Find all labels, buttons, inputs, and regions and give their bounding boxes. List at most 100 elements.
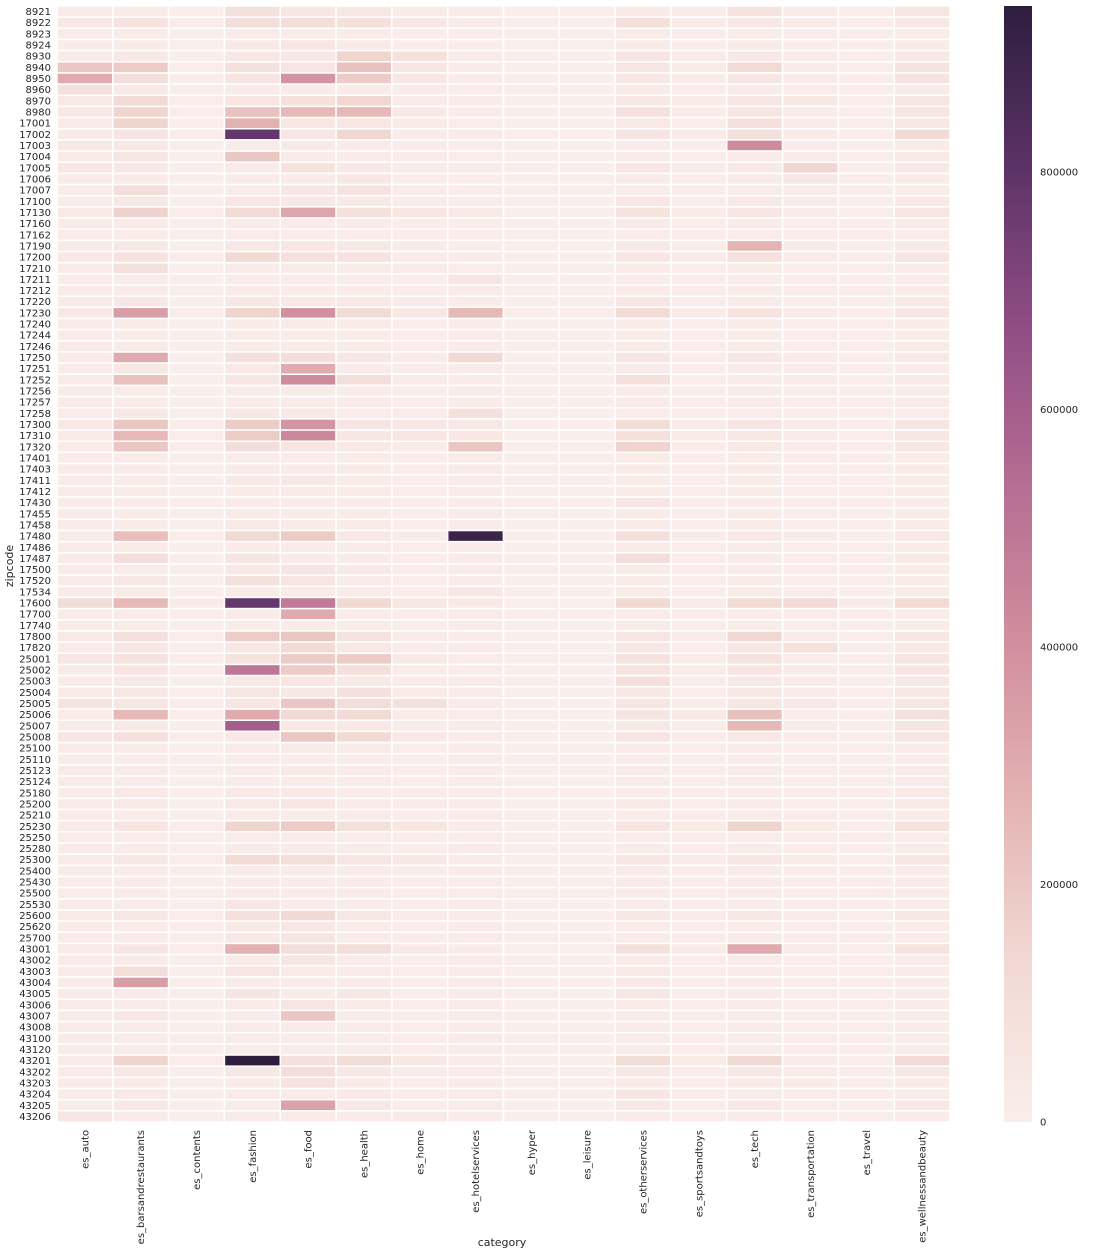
heatmap-cell <box>837 72 895 85</box>
heatmap-cell <box>726 239 784 253</box>
heatmap-cell <box>167 920 226 934</box>
heatmap-cell <box>614 440 672 454</box>
y-tick-label: 17300 <box>19 420 51 431</box>
heatmap-cell <box>558 585 616 599</box>
heatmap-cell <box>837 183 895 197</box>
heatmap-cell <box>391 328 449 342</box>
heatmap-cell <box>502 61 561 74</box>
heatmap-cell <box>279 373 337 387</box>
heatmap-cell <box>391 61 449 74</box>
heatmap-cell <box>112 898 170 911</box>
heatmap-cell <box>446 819 505 833</box>
heatmap-cell <box>502 976 561 989</box>
heatmap-cell <box>446 183 505 197</box>
heatmap-cell <box>223 540 281 554</box>
heatmap-cell <box>502 362 561 376</box>
y-tick-label: 43002 <box>19 956 51 967</box>
heatmap-cell <box>837 1098 895 1112</box>
heatmap-cell <box>837 674 895 688</box>
heatmap-cell <box>279 83 337 97</box>
heatmap-cell <box>558 686 616 699</box>
heatmap-cell <box>781 652 840 666</box>
heatmap-cell <box>670 819 728 833</box>
heatmap-cell <box>223 407 281 420</box>
heatmap-cell <box>893 730 951 744</box>
heatmap-cell <box>335 172 393 186</box>
heatmap-cell <box>837 429 895 442</box>
heatmap-cell <box>391 407 449 420</box>
x-tick-label: es_tech <box>750 1130 761 1168</box>
heatmap-cell <box>837 228 895 242</box>
heatmap-cell <box>446 1054 505 1067</box>
heatmap-cell <box>279 250 337 264</box>
heatmap-cell <box>167 752 226 766</box>
heatmap-cell <box>670 340 728 353</box>
heatmap-cell <box>391 362 449 376</box>
heatmap-cell <box>726 1087 784 1101</box>
heatmap-cell <box>335 418 393 431</box>
heatmap-cell <box>335 853 393 867</box>
heatmap-cell <box>614 641 672 655</box>
heatmap-cell <box>167 663 226 677</box>
heatmap-cell <box>781 819 840 833</box>
heatmap-cell <box>614 473 672 487</box>
heatmap-cell <box>614 942 672 956</box>
heatmap-cell <box>614 139 672 152</box>
heatmap-cell <box>726 1009 784 1023</box>
heatmap-cell <box>335 384 393 398</box>
heatmap-cell <box>837 909 895 922</box>
y-tick-label: 25700 <box>19 933 51 944</box>
heatmap-cell <box>223 563 281 576</box>
heatmap-cell <box>893 295 951 309</box>
heatmap-cell <box>781 775 840 788</box>
heatmap-cell <box>335 697 393 710</box>
heatmap-cell <box>279 920 337 934</box>
heatmap-cell <box>726 540 784 554</box>
heatmap-cell <box>335 16 393 30</box>
heatmap-cell <box>837 931 895 945</box>
heatmap-cell <box>614 965 672 978</box>
heatmap-cell <box>837 496 895 509</box>
heatmap-cell <box>558 49 616 63</box>
heatmap-cell <box>670 1076 728 1090</box>
y-tick-label: 17211 <box>19 275 51 286</box>
heatmap-cell <box>726 518 784 532</box>
heatmap-cell <box>558 1020 616 1034</box>
heatmap-cell <box>781 1031 840 1045</box>
y-tick-label: 17487 <box>19 554 51 565</box>
heatmap-cell <box>279 819 337 833</box>
heatmap-cell <box>614 719 672 733</box>
heatmap-cell <box>893 842 951 855</box>
heatmap-cell <box>558 842 616 855</box>
y-tick-label: 17006 <box>19 174 51 185</box>
heatmap-cell <box>558 183 616 197</box>
heatmap-cell <box>446 384 505 398</box>
heatmap-cell <box>167 574 226 588</box>
heatmap-cell <box>670 362 728 376</box>
heatmap-cell <box>391 172 449 186</box>
heatmap-cell <box>558 473 616 487</box>
heatmap-cell <box>781 395 840 409</box>
heatmap-cell <box>112 987 170 1000</box>
heatmap-cell <box>614 496 672 509</box>
heatmap-cell <box>837 786 895 800</box>
heatmap-cell <box>112 128 170 141</box>
heatmap-cell <box>223 875 281 889</box>
heatmap-cell <box>335 440 393 454</box>
heatmap-cell <box>391 340 449 353</box>
heatmap-cell <box>726 94 784 108</box>
heatmap-cell <box>167 619 226 632</box>
heatmap-cell <box>446 931 505 945</box>
heatmap-cell <box>391 797 449 811</box>
heatmap-cell <box>502 1098 561 1112</box>
heatmap-cell <box>112 786 170 800</box>
heatmap-cell <box>502 49 561 63</box>
heatmap-cell <box>167 1110 226 1123</box>
heatmap-cell <box>726 909 784 922</box>
heatmap-cell <box>558 931 616 945</box>
heatmap-cell <box>614 1087 672 1101</box>
heatmap-cell <box>837 217 895 230</box>
heatmap-cell <box>893 607 951 621</box>
colorbar-tick-label: 400000 <box>1040 643 1078 654</box>
heatmap-cell <box>167 886 226 900</box>
